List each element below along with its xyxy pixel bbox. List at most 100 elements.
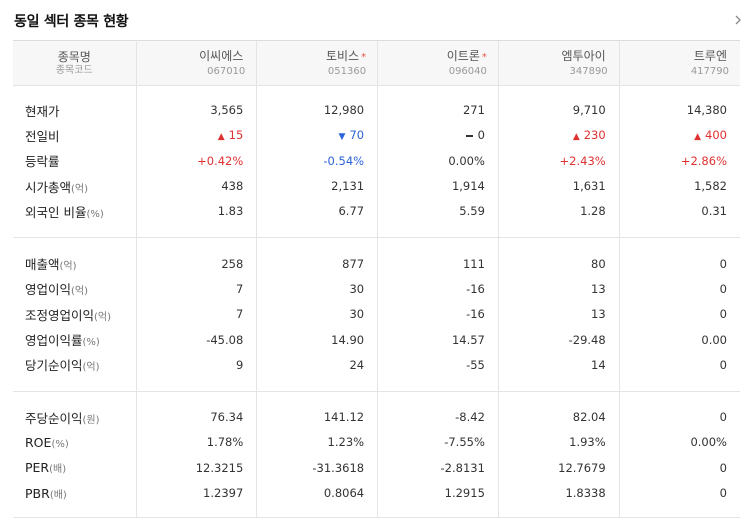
- change-value: 70: [349, 128, 365, 143]
- row-label: 당기순이익: [25, 358, 83, 374]
- row-label: 외국인 비율: [25, 204, 87, 220]
- cell-value: 80: [591, 256, 606, 271]
- value-cell: 1.2915: [377, 480, 499, 506]
- value-cell: +0.42%: [136, 148, 258, 174]
- table-row: 영업이익(억) 7 30 -16 13 0: [13, 276, 740, 302]
- name-header: 종목명: [57, 49, 91, 64]
- value-cell: 0.31: [619, 199, 740, 224]
- cell-value: 13: [591, 281, 606, 296]
- cell-value: 438: [221, 179, 244, 194]
- value-cell: 30: [256, 276, 379, 302]
- stock-name[interactable]: 토비스: [325, 48, 360, 63]
- cell-value: 0.00%: [690, 435, 727, 450]
- value-cell: 9,710: [498, 97, 620, 123]
- value-cell: 1,582: [619, 173, 740, 198]
- triangle-up-icon: ▲: [694, 132, 702, 143]
- stock-name[interactable]: 이씨에스: [199, 48, 244, 63]
- value-cell: 1.28: [498, 198, 620, 224]
- cell-value: -29.48: [568, 332, 606, 347]
- stock-name[interactable]: 엠투아이: [561, 48, 606, 63]
- cell-value: -31.3618: [312, 460, 365, 475]
- table-row: 매출액(억) 258 877 111 80 0: [13, 250, 740, 277]
- stock-code: 051360: [327, 65, 367, 77]
- chevron-right-icon[interactable]: [732, 14, 744, 26]
- value-cell: 14.57: [377, 326, 499, 353]
- value-cell: ▲ 400: [619, 123, 740, 148]
- section-divider: [13, 377, 740, 392]
- code-header: 종목코드: [55, 64, 93, 76]
- value-cell: -31.3618: [256, 455, 379, 481]
- row-label: 현재가: [25, 103, 60, 119]
- rate-value: +2.43%: [559, 153, 606, 168]
- cell-value: -7.55%: [444, 435, 485, 450]
- value-cell: 9: [136, 352, 258, 378]
- value-cell: 1.2397: [136, 480, 258, 506]
- value-cell: 258: [136, 250, 258, 277]
- triangle-down-icon: ▼: [338, 132, 346, 143]
- row-unit: (%): [86, 208, 104, 220]
- stock-header-4[interactable]: 트루엔 417790: [618, 40, 740, 86]
- cell-value: 271: [462, 103, 485, 118]
- change-value: 15: [228, 128, 244, 143]
- stock-header-1[interactable]: 토비스 * 051360: [256, 40, 378, 86]
- cell-value: 1.83: [217, 204, 244, 219]
- stock-header-2[interactable]: 이트론 * 096040: [377, 40, 499, 86]
- value-cell: 0.00%: [619, 430, 740, 455]
- value-cell: 877: [256, 250, 379, 277]
- section-header: 동일 섹터 종목 현황: [0, 0, 753, 40]
- row-label-cell: 등락률: [13, 148, 137, 174]
- row-label-cell: 영업이익(억): [13, 276, 137, 302]
- stock-header-3[interactable]: 엠투아이 347890: [497, 40, 620, 86]
- value-cell: 0.00: [619, 327, 740, 352]
- row-label-cell: 외국인 비율(%): [13, 198, 137, 224]
- cell-value: 0.00: [701, 332, 727, 347]
- value-cell: 141.12: [256, 404, 379, 430]
- table-row: PBR(배) 1.2397 0.8064 1.2915 1.8338 0: [13, 480, 740, 506]
- row-label: PER: [25, 460, 50, 476]
- stock-name[interactable]: 이트론: [446, 48, 480, 63]
- value-cell: -16: [377, 276, 499, 302]
- value-cell: 5.59: [377, 198, 499, 224]
- cell-value: 1,914: [451, 179, 485, 194]
- cell-value: 0: [719, 486, 727, 500]
- value-cell: ▼ 70: [256, 122, 379, 149]
- cell-value: 9: [235, 357, 244, 372]
- value-cell: 0: [619, 251, 740, 276]
- change-value: 400: [705, 128, 727, 143]
- value-cell: 76.34: [136, 404, 258, 430]
- cell-value: -16: [466, 281, 485, 296]
- cell-value: 0: [719, 460, 727, 475]
- value-cell: 438: [136, 173, 258, 199]
- row-label-cell: 매출액(억): [13, 250, 137, 277]
- spacer-row: [13, 391, 740, 405]
- value-cell: 0: [619, 276, 740, 301]
- table-header-row: 종목명 종목코드 이씨에스 067010 토비스 * 051360 이트론 * 09…: [13, 40, 740, 86]
- cell-value: 76.34: [210, 410, 244, 425]
- cell-value: 14,380: [686, 103, 727, 118]
- table-row: 전일비 ▲ 15 ▼ 70 0 ▲ 230 ▲ 400: [13, 122, 740, 149]
- row-label: 등락률: [25, 154, 60, 170]
- stock-code: 417790: [690, 65, 729, 77]
- cell-value: 0.8064: [323, 486, 365, 500]
- value-cell: -7.55%: [377, 429, 499, 456]
- star-mark: *: [481, 51, 487, 63]
- cell-value: 1.2397: [203, 486, 244, 500]
- stock-header-0[interactable]: 이씨에스 067010: [135, 40, 257, 86]
- row-label: 주당순이익: [25, 410, 83, 426]
- table-body: 현재가 3,565 12,980 271 9,710 14,380 전일비 ▲ 15 ▼ 70 0 ▲ 2…: [13, 85, 740, 519]
- row-unit: (억): [82, 362, 100, 374]
- table-row: 등락률 +0.42% -0.54% 0.00% +2.43% +2.86%: [13, 148, 740, 174]
- row-label-cell: 조정영업이익(억): [13, 301, 137, 327]
- cell-value: 1,582: [694, 179, 727, 194]
- rate-value: +2.86%: [680, 153, 727, 168]
- row-label-cell: ROE(%): [13, 429, 137, 456]
- table-row: 시가총액(억) 438 2,131 1,914 1,631 1,582: [13, 173, 740, 199]
- cell-value: 0: [719, 357, 727, 372]
- value-cell: 12.7679: [498, 455, 620, 481]
- stock-name[interactable]: 트루엔: [693, 48, 727, 63]
- value-cell: 0: [619, 480, 740, 505]
- cell-value: 6.77: [338, 204, 365, 219]
- row-label: 영업이익률: [25, 333, 83, 349]
- cell-value: 13: [591, 307, 606, 322]
- value-cell: 0: [377, 122, 499, 149]
